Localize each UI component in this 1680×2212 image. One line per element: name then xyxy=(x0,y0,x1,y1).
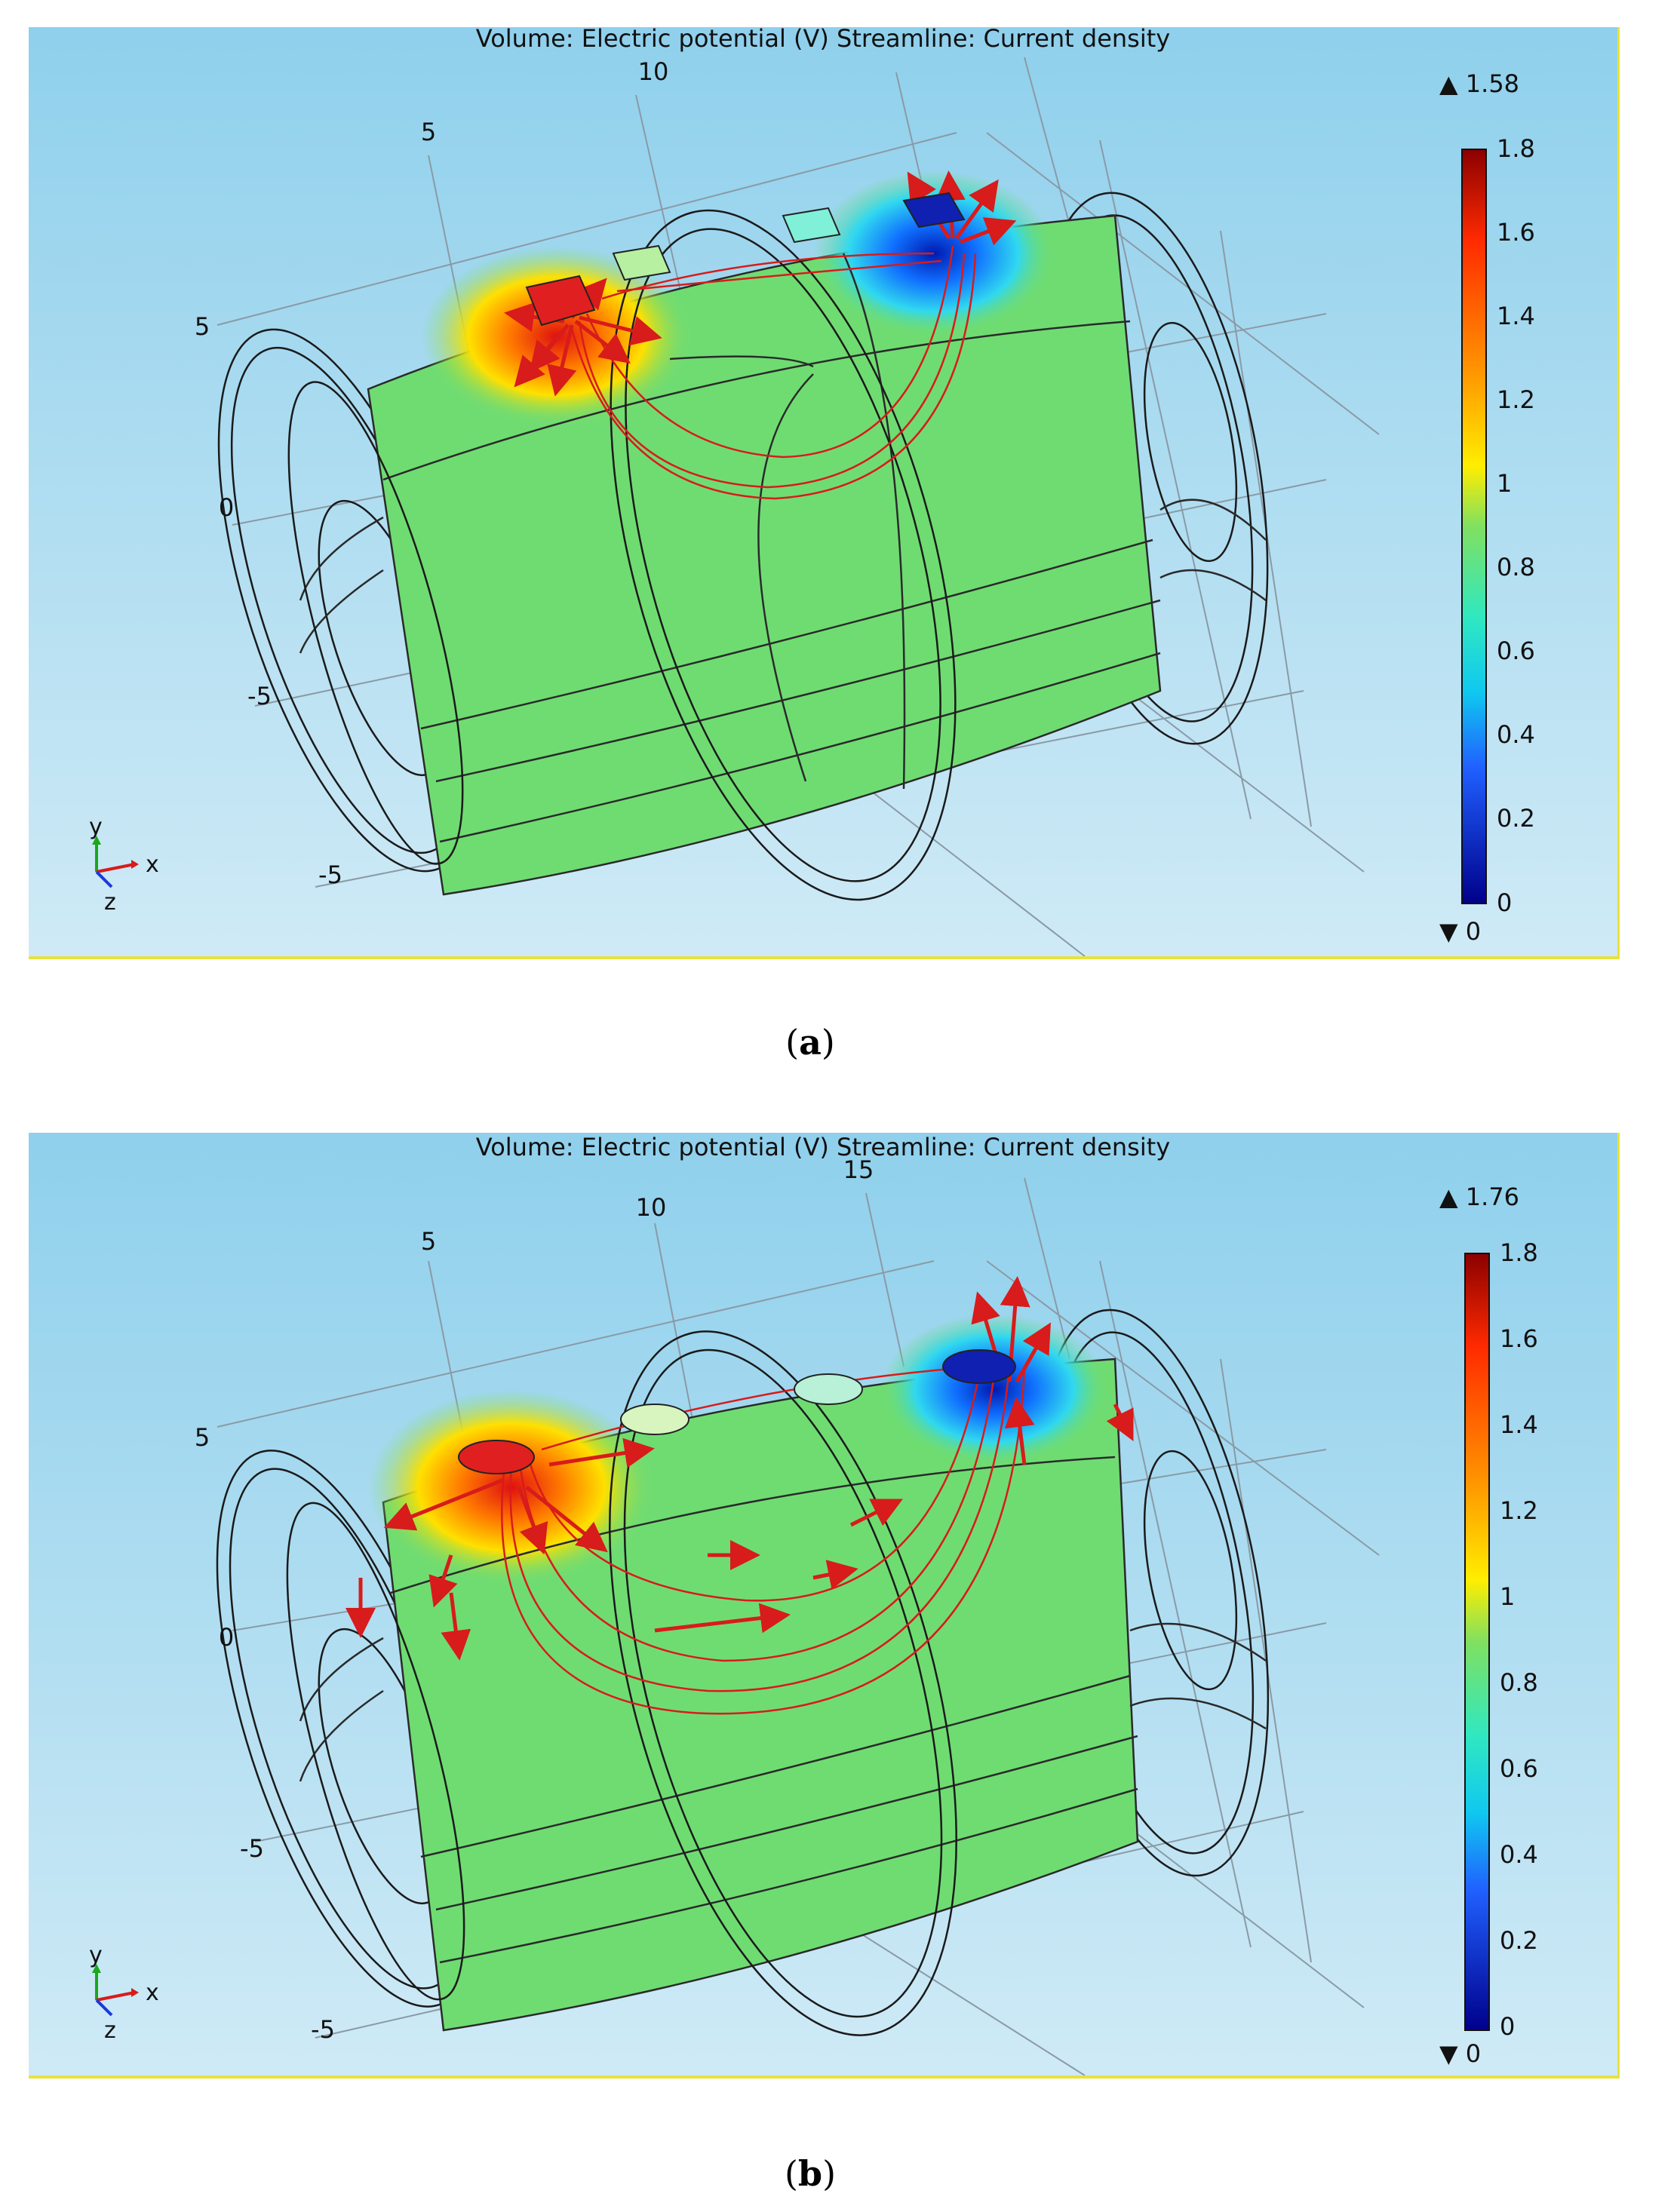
front-rings xyxy=(610,209,957,901)
axis-tick-top: 10 xyxy=(636,1193,667,1222)
colorbar-tick: 1.8 xyxy=(1500,1238,1538,1267)
axis-tick-top: 15 xyxy=(843,1155,874,1184)
caption-close: ) xyxy=(821,1022,835,1063)
caption-letter: b xyxy=(797,2153,823,2194)
plot-title: Volume: Electric potential (V) Streamlin… xyxy=(476,27,1170,53)
colorbar-min-label: ▼ 0 xyxy=(1439,917,1481,946)
electrode-1 xyxy=(525,275,596,327)
electrode-2 xyxy=(620,1404,690,1435)
triad-z-label: z xyxy=(104,2017,116,2044)
triad-x-label: x xyxy=(146,851,159,878)
colorbar: ▲ 1.76 1.8 1.6 1.4 1.2 1 0.8 0.6 0.4 0.2… xyxy=(1439,1183,1538,2068)
triad-x-label: x xyxy=(146,1980,159,2006)
axis-tick-top: 5 xyxy=(421,1227,436,1256)
colorbar-tick: 1 xyxy=(1500,1582,1515,1611)
electrode-3 xyxy=(782,207,841,244)
caption-open: ( xyxy=(784,2153,798,2194)
colorbar-tick: 0.2 xyxy=(1497,804,1535,833)
colorbar-tick: 1 xyxy=(1497,469,1512,498)
electrode-2 xyxy=(612,244,671,281)
axis-triad: y x z xyxy=(89,814,159,916)
caption-b: (b) xyxy=(765,2153,855,2194)
caption-open: ( xyxy=(785,1022,800,1063)
colorbar-tick: 1.2 xyxy=(1497,385,1535,414)
plot-panel-b: Volume: Electric potential (V) Streamlin… xyxy=(29,1133,1620,2079)
colorbar-tick: 0.6 xyxy=(1497,637,1535,665)
colorbar-tick: 1.4 xyxy=(1497,302,1535,330)
electrode-1 xyxy=(458,1440,535,1474)
electrodes xyxy=(458,1349,1016,1474)
current-arrows xyxy=(346,1276,1134,1661)
electrode-4 xyxy=(902,192,966,229)
axis-tick-left: -5 xyxy=(247,682,272,710)
colorbar-tick: 0.4 xyxy=(1497,720,1535,749)
colorbar-tick: 0.4 xyxy=(1500,1840,1538,1869)
axis-tick-top: 5 xyxy=(421,118,436,146)
colorbar-tick: 0 xyxy=(1500,2012,1515,2041)
colorbar-tick: 1.2 xyxy=(1500,1496,1538,1525)
caption-a: (a) xyxy=(765,1022,855,1063)
axis-tick-left: -5 xyxy=(318,861,342,889)
colorbar-tick: 0.8 xyxy=(1497,553,1535,581)
triad-y-label: y xyxy=(89,814,103,840)
near-ring xyxy=(286,1502,465,2001)
electrode-3 xyxy=(794,1373,863,1405)
axis-tick-left: 5 xyxy=(195,1423,210,1452)
colorbar-tick: 0.2 xyxy=(1500,1926,1538,1955)
colorbar-tick: 1.8 xyxy=(1497,134,1535,163)
colorbar-gradient xyxy=(1464,1253,1490,2031)
colorbar-max-label: ▲ 1.76 xyxy=(1439,1183,1519,1211)
colorbar-tick: 1.6 xyxy=(1497,218,1535,247)
axis-tick-left: 5 xyxy=(195,312,210,341)
axis-tick-top: 10 xyxy=(638,57,669,86)
low-potential-region xyxy=(881,1314,1107,1465)
colorbar-tick: 0 xyxy=(1497,888,1512,917)
axis-tick-left: 0 xyxy=(219,1623,234,1652)
colorbar-gradient xyxy=(1461,149,1487,904)
colorbar-tick: 0.8 xyxy=(1500,1668,1538,1697)
electrodes xyxy=(525,192,966,327)
simulation-view-b: Volume: Electric potential (V) Streamlin… xyxy=(29,1133,1617,2075)
electrode-4 xyxy=(942,1349,1016,1384)
colorbar-tick: 0.6 xyxy=(1500,1754,1538,1783)
plot-title: Volume: Electric potential (V) Streamlin… xyxy=(476,1133,1170,1161)
caption-letter: a xyxy=(799,1022,822,1063)
current-streamlines xyxy=(501,1365,1026,1715)
near-ring xyxy=(287,381,464,865)
front-rings xyxy=(609,1330,957,2036)
colorbar-min-label: ▼ 0 xyxy=(1439,2039,1481,2068)
plot-panel-a: Volume: Electric potential (V) Streamlin… xyxy=(29,27,1620,959)
axis-tick-left: -5 xyxy=(240,1834,264,1863)
current-streamlines xyxy=(570,245,977,500)
triad-y-label: y xyxy=(89,1942,103,1968)
simulation-view-a: Volume: Electric potential (V) Streamlin… xyxy=(29,27,1617,956)
domain-edges xyxy=(299,253,1267,843)
caption-close: ) xyxy=(822,2153,837,2194)
triad-z-label: z xyxy=(104,889,116,916)
axis-tick-left: 0 xyxy=(219,493,234,522)
axis-tick-left: -5 xyxy=(311,2015,335,2044)
colorbar-max-label: ▲ 1.58 xyxy=(1439,69,1519,98)
colorbar-tick: 1.4 xyxy=(1500,1410,1538,1439)
colorbar: ▲ 1.58 1.8 1.6 1.4 1.2 1 0.8 0.6 0.4 0.2… xyxy=(1439,69,1535,946)
axis-triad: y x z xyxy=(89,1942,159,2044)
colorbar-tick: 1.6 xyxy=(1500,1324,1538,1353)
